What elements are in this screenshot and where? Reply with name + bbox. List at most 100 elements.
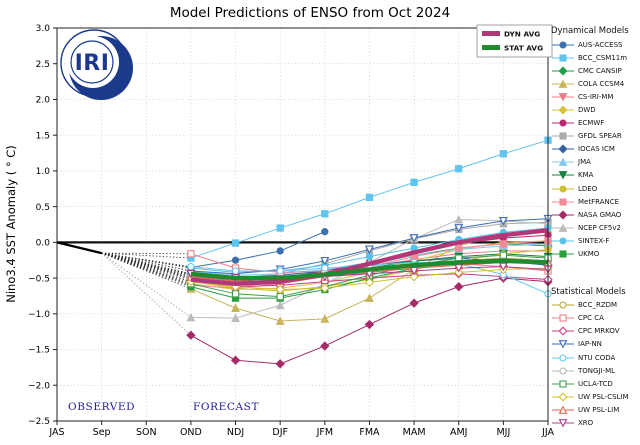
legend-item-cola-ccsm4: COLA CCSM4 [551,77,640,90]
legend-item-label: UW PSL-CSLIM [578,392,629,401]
svg-text:AMJ: AMJ [450,427,468,438]
dynamical-models-section: Dynamical Models AUS-ACCESS BCC_CSM11m CMC… [551,26,640,261]
svg-text:NDJ: NDJ [227,427,244,438]
svg-text:Sep: Sep [93,427,111,438]
iri-logo: IRI [60,29,133,100]
dynamical-models-list: AUS-ACCESS BCC_CSM11m CMC CANSIP COLA CCSM4… [551,38,640,261]
svg-text:MAM: MAM [403,427,426,438]
legend-item-metfrance: MetFRANCE [551,195,640,208]
avg-legend-box: DYN AVG STAT AVG [476,24,553,58]
svg-text:−2.5: −2.5 [28,417,50,427]
model-legend-panel: Dynamical Models AUS-ACCESS BCC_CSM11m CMC… [551,26,640,430]
legend-item-label: BCC_CSM11m [578,53,628,62]
legend-item-tongji-ml: TONGJI-ML [551,364,640,377]
svg-text:1.0: 1.0 [36,167,51,177]
legend-item-label: CMC CANSIP [578,66,622,75]
average-series [190,228,549,287]
svg-text:−1.0: −1.0 [28,310,50,320]
legend-item-aus-access: AUS-ACCESS [551,38,640,51]
legend-item-bcc-csm11m: BCC_CSM11m [551,51,640,64]
avg-line-stat-avg [190,258,549,281]
svg-text:SON: SON [136,427,157,438]
svg-text:3.0: 3.0 [36,24,51,34]
observed-region-label: OBSERVED [68,401,135,413]
legend-item-label: NCEP CF5v2 [578,223,621,232]
legend-item-ntu-coda: NTU CODA [551,351,640,364]
avg-legend-label-stat-avg: STAT AVG [504,43,543,52]
legend-item-label: UCLA-TCD [578,379,613,388]
axes-frame: −2.5 −2.0 −1.5 −1.0 −0.5 0.0 0.5 1.0 1.5 2.0 2.5 3.… [28,24,554,438]
legend-item-label: CPC CA [578,314,604,323]
legend-item-cmc-cansip: CMC CANSIP [551,64,640,77]
svg-text:−0.5: −0.5 [28,274,50,284]
legend-item-ucla-tcd: UCLA-TCD [551,377,640,390]
legend-item-ldeo: LDEO [551,182,640,195]
legend-item-label: UW PSL-LIM [578,405,620,414]
y-axis-label: Nino3.4 SST Anomaly ( ° C) [4,145,18,303]
forecast-region-label: FORECAST [193,401,259,413]
legend-item-label: GFDL SPEAR [578,132,622,141]
legend-item-label: AUS-ACCESS [578,40,623,49]
legend-item-dwd: DWD [551,103,640,116]
legend-item-nasa-gmao: NASA GMAO [551,208,640,221]
observed-line [56,241,102,255]
legend-item-uw-psl-cslim: UW PSL-CSLIM [551,390,640,403]
legend-item-label: JMA [578,158,591,167]
legend-item-label: XRO [578,418,594,427]
svg-text:MJJ: MJJ [496,427,510,438]
chart-title: Model Predictions of ENSO from Oct 2024 [170,5,450,21]
gridlines [56,27,549,422]
legend-item-cs-iri-mm: CS-IRI-MM [551,90,640,103]
svg-text:−2.0: −2.0 [28,381,50,391]
legend-item-kma: KMA [551,169,640,182]
legend-item-label: DWD [578,106,596,115]
legend-item-label: TONGJI-ML [578,366,616,375]
iri-logo-text: IRI [75,51,110,76]
legend-item-sintex-f: SINTEX-F [551,234,640,247]
legend-item-label: SINTEX-F [578,236,610,245]
legend-item-iap-nn: IAP-NN [551,338,640,351]
legend-item-cpc-mrkov: CPC MRKOV [551,325,640,338]
svg-text:2.5: 2.5 [36,60,50,70]
svg-text:FMA: FMA [359,427,380,438]
legend-item-ecmwf: ECMWF [551,117,640,130]
dynamical-models-title: Dynamical Models [551,26,629,36]
avg-legend-label-dyn-avg: DYN AVG [504,29,540,38]
svg-text:0.0: 0.0 [36,239,51,249]
legend-item-label: UKMO [578,250,600,259]
svg-text:JJA: JJA [541,427,554,438]
svg-text:JFM: JFM [316,427,333,438]
svg-text:JAS: JAS [48,427,64,438]
statistical-models-list: BCC_RZDM CPC CA CPC MRKOV IAP-NN NTU CODA TON… [551,299,640,430]
legend-item-iocas-icm: IOCAS ICM [551,143,640,156]
svg-text:2.0: 2.0 [36,96,51,106]
legend-item-uw-psl-lim: UW PSL-LIM [551,403,640,416]
legend-item-label: COLA CCSM4 [578,79,625,88]
legend-item-label: CS-IRI-MM [578,92,614,101]
legend-item-label: LDEO [578,184,598,193]
svg-text:1.5: 1.5 [36,131,50,141]
legend-item-label: CPC MRKOV [578,327,620,336]
avg-line-dyn-avg [190,228,549,287]
statistical-models-title: Statistical Models [551,286,626,297]
legend-item-label: MetFRANCE [578,197,620,206]
legend-item-gfdl-spear: GFDL SPEAR [551,130,640,143]
legend-item-ukmo: UKMO [551,248,640,261]
legend-item-label: NASA GMAO [578,210,622,219]
legend-item-label: NTU CODA [578,353,616,362]
legend-item-label: ECMWF [578,119,605,128]
svg-text:DJF: DJF [272,427,288,438]
series-line-bcc-csm11m [187,136,552,262]
legend-item-cpc-ca: CPC CA [551,312,640,325]
svg-text:OND: OND [180,427,202,438]
legend-item-label: BCC_RZDM [578,301,618,310]
legend-item-xro: XRO [551,416,640,429]
legend-item-bcc-rzdm: BCC_RZDM [551,299,640,312]
forecast-fan-lines [101,252,192,336]
legend-item-label: IAP-NN [578,340,602,349]
legend-item-ncep-cf5v2: NCEP CF5v2 [551,221,640,234]
legend-item-label: IOCAS ICM [578,145,615,154]
svg-text:−1.5: −1.5 [28,346,50,356]
statistical-models-section: Statistical Models BCC_RZDM CPC CA CPC MRK… [551,287,640,430]
